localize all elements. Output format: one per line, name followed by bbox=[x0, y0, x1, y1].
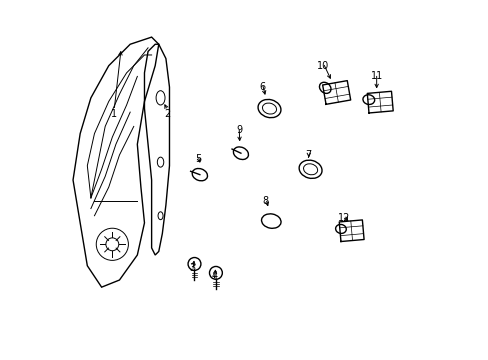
Text: 7: 7 bbox=[305, 150, 311, 160]
Text: 5: 5 bbox=[195, 154, 201, 163]
Text: 6: 6 bbox=[259, 82, 265, 92]
Text: 2: 2 bbox=[164, 109, 170, 119]
Text: 12: 12 bbox=[338, 212, 350, 222]
Text: 1: 1 bbox=[111, 109, 117, 119]
Text: 11: 11 bbox=[370, 71, 382, 81]
Text: 10: 10 bbox=[316, 61, 328, 71]
Text: 3: 3 bbox=[189, 262, 195, 273]
Text: 4: 4 bbox=[211, 271, 217, 282]
Text: 9: 9 bbox=[236, 125, 242, 135]
Text: 8: 8 bbox=[263, 197, 268, 206]
